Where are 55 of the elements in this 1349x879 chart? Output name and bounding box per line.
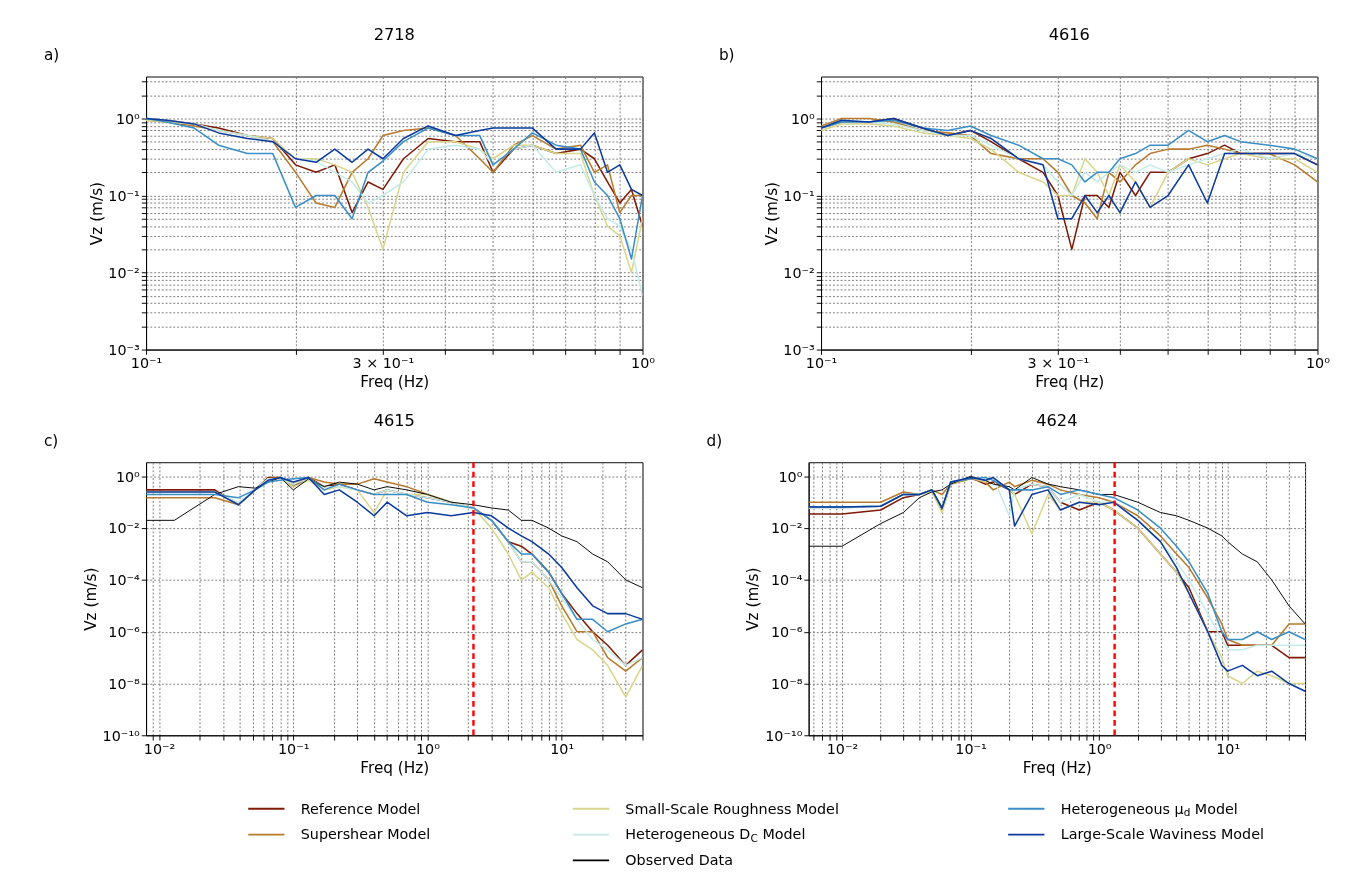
x-axis-title: Freq (Hz) <box>360 373 430 392</box>
x-tick-label: 10⁻¹ <box>278 740 310 757</box>
text: c) <box>43 432 59 451</box>
y-tick-label: 10⁰ <box>115 468 141 485</box>
y-axis-title: Vz (m/s) <box>81 567 100 631</box>
y-axis-title: Vz (m/s) <box>762 181 781 246</box>
legend-label: Reference Model <box>300 800 421 817</box>
y-tick-label: 10⁻¹ <box>108 187 140 204</box>
chart-title: 4624 <box>1036 410 1078 430</box>
y-axis-title: Vz (m/s) <box>87 181 106 246</box>
chart-title: 4616 <box>1048 25 1090 45</box>
x-tick-label: 10⁰ <box>416 740 441 757</box>
x-axis-title: Freq (Hz) <box>1035 373 1105 392</box>
y-tick-label: 10⁻⁴ <box>108 572 141 589</box>
x-tick-label: 3 × 10⁻¹ <box>352 355 415 372</box>
x-tick-label: 10⁻¹ <box>955 740 987 757</box>
legend-label: Supershear Model <box>300 826 431 843</box>
y-tick-label: 10⁻² <box>108 520 140 537</box>
x-tick-label: 3 × 10⁻¹ <box>1027 355 1090 372</box>
x-tick-label: 10⁰ <box>631 355 656 372</box>
x-tick-label: 10⁻² <box>143 740 176 757</box>
text: d) <box>706 432 723 451</box>
y-tick-label: 10⁻⁴ <box>770 572 803 589</box>
y-tick-label: 10⁻² <box>783 264 815 281</box>
y-axis-title: Vz (m/s) <box>744 567 763 631</box>
chart-title: 4615 <box>373 410 415 430</box>
x-axis-title: Freq (Hz) <box>1022 759 1092 778</box>
y-tick-label: 10⁻¹ <box>783 187 815 204</box>
legend-label: Large-Scale Waviness Model <box>1060 826 1264 843</box>
x-tick-label: 10¹ <box>1216 740 1241 757</box>
y-tick-label: 10⁻¹⁰ <box>765 727 803 744</box>
legend-label: Small-Scale Roughness Model <box>625 800 839 817</box>
x-tick-label: 10⁻² <box>826 740 859 757</box>
chart-title: 2718 <box>373 25 415 45</box>
y-tick-label: 10⁻⁶ <box>770 623 803 640</box>
y-tick-label: 10⁻¹⁰ <box>102 727 141 744</box>
x-tick-label: 10⁰ <box>1306 355 1331 372</box>
x-tick-label: 10⁰ <box>1087 740 1112 757</box>
x-axis-title: Freq (Hz) <box>360 759 430 778</box>
y-tick-label: 10⁻³ <box>783 341 816 358</box>
text: b) <box>718 46 735 65</box>
y-tick-label: 10⁰ <box>778 468 803 485</box>
y-tick-label: 10⁰ <box>790 110 816 127</box>
text: a) <box>43 46 60 65</box>
legend-label: Observed Data <box>625 852 733 869</box>
x-tick-label: 10⁻¹ <box>130 355 163 372</box>
y-tick-label: 10⁻³ <box>108 341 141 358</box>
y-tick-label: 10⁻⁸ <box>108 675 141 692</box>
y-tick-label: 10⁻² <box>770 520 803 537</box>
y-tick-label: 10⁻² <box>108 264 140 281</box>
y-tick-label: 10⁻⁸ <box>770 675 803 692</box>
x-tick-label: 10⁻¹ <box>805 355 838 372</box>
x-tick-label: 10¹ <box>550 740 575 757</box>
y-tick-label: 10⁰ <box>115 110 141 127</box>
y-tick-label: 10⁻⁶ <box>108 623 141 640</box>
